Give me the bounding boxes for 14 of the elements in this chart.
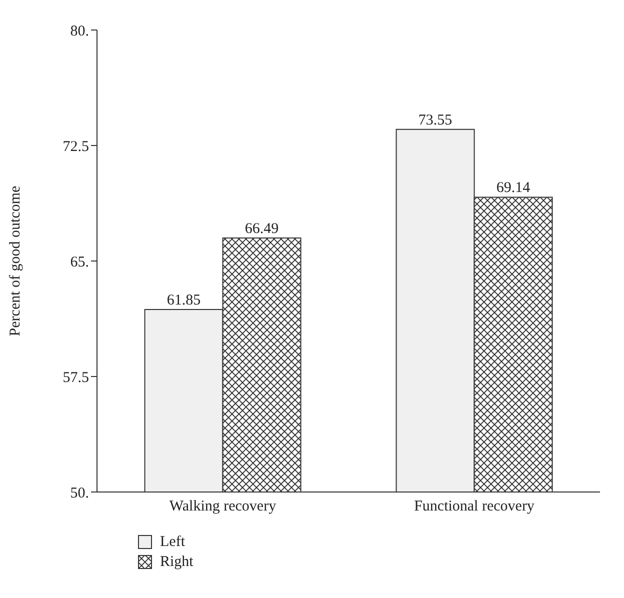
data-label: 66.49: [244, 221, 279, 238]
legend-label: Right: [160, 554, 194, 570]
data-label: 69.14: [496, 180, 531, 196]
y-tick-label: 50.: [70, 485, 89, 502]
y-tick-label: 80.: [70, 23, 89, 40]
data-label: 61.85: [166, 292, 201, 309]
y-axis-title: Percent of good outcome: [7, 185, 24, 336]
y-tick-label: 65.: [70, 254, 89, 270]
y-tick-label: 57.5: [62, 370, 89, 386]
data-label: 73.55: [418, 112, 452, 128]
y-tick-label: 72.5: [62, 138, 89, 155]
x-tick-label: Walking recovery: [169, 498, 277, 515]
x-tick-label: Functional recovery: [414, 498, 535, 515]
legend-label: Left: [160, 534, 185, 550]
